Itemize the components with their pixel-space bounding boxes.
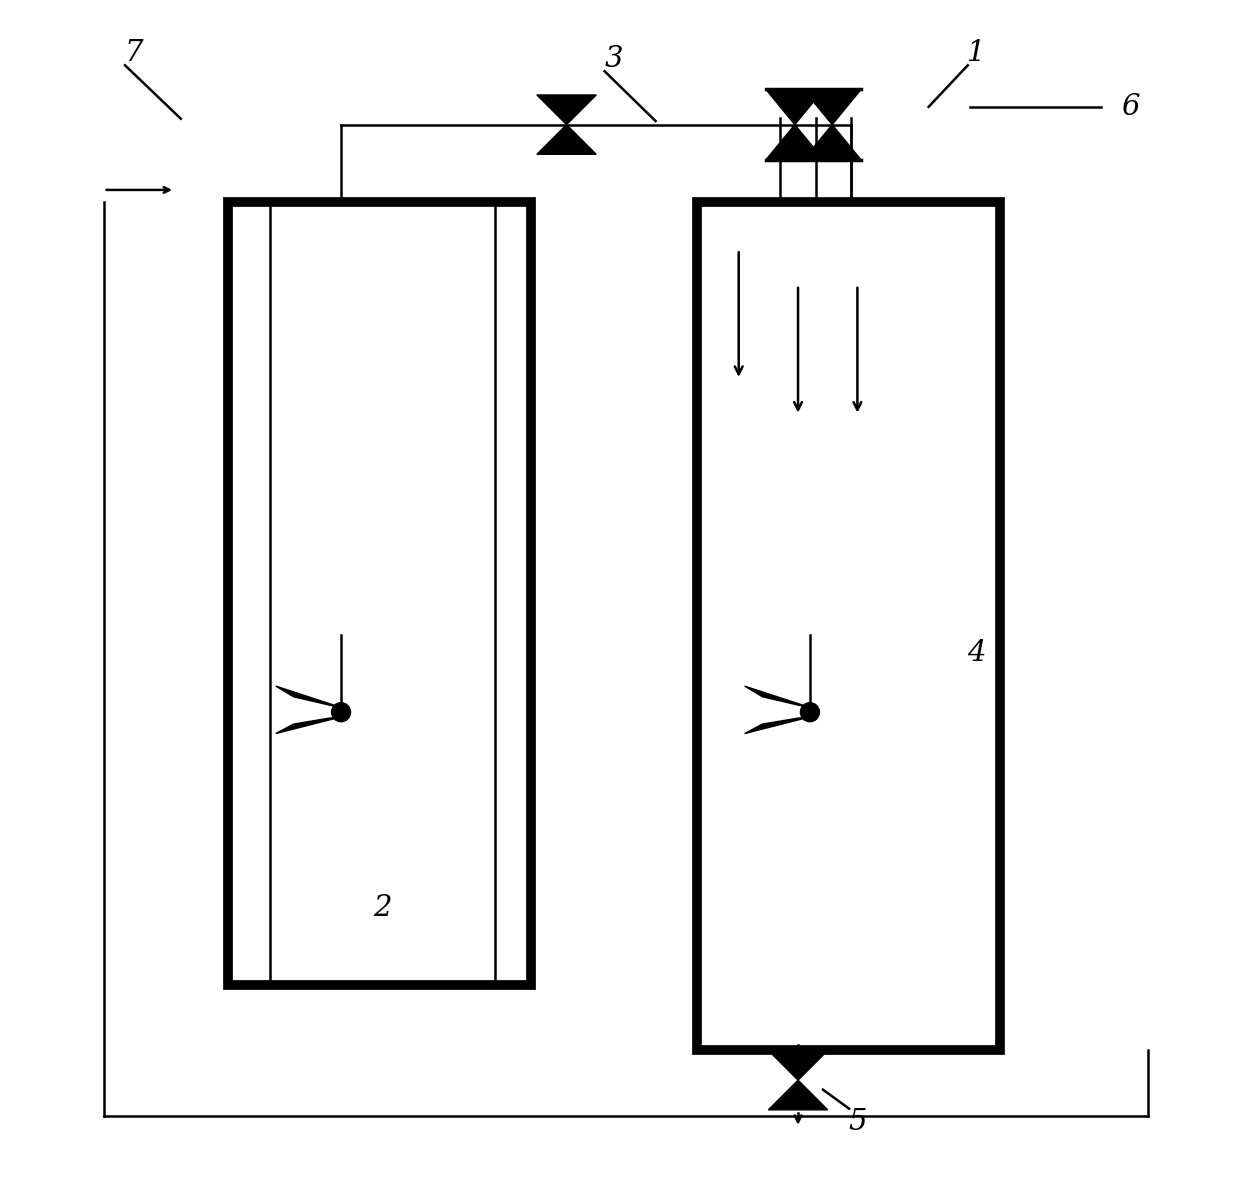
Polygon shape <box>765 125 825 160</box>
Polygon shape <box>275 686 341 707</box>
Circle shape <box>801 703 820 722</box>
Text: 2: 2 <box>373 894 392 922</box>
Text: 4: 4 <box>967 639 986 667</box>
Polygon shape <box>804 89 862 125</box>
Text: 7: 7 <box>124 39 143 68</box>
Polygon shape <box>745 717 810 734</box>
Text: 3: 3 <box>605 45 624 74</box>
Polygon shape <box>804 125 862 160</box>
Text: 1: 1 <box>967 39 986 68</box>
Polygon shape <box>275 717 341 734</box>
Polygon shape <box>537 125 596 154</box>
Polygon shape <box>765 89 825 125</box>
Polygon shape <box>537 95 596 125</box>
Polygon shape <box>769 1080 828 1110</box>
Circle shape <box>331 703 351 722</box>
Polygon shape <box>769 1050 828 1080</box>
Bar <box>697 202 999 1050</box>
Polygon shape <box>745 686 810 707</box>
Text: 5: 5 <box>848 1107 867 1136</box>
Bar <box>228 202 531 985</box>
Text: 6: 6 <box>1121 93 1140 121</box>
